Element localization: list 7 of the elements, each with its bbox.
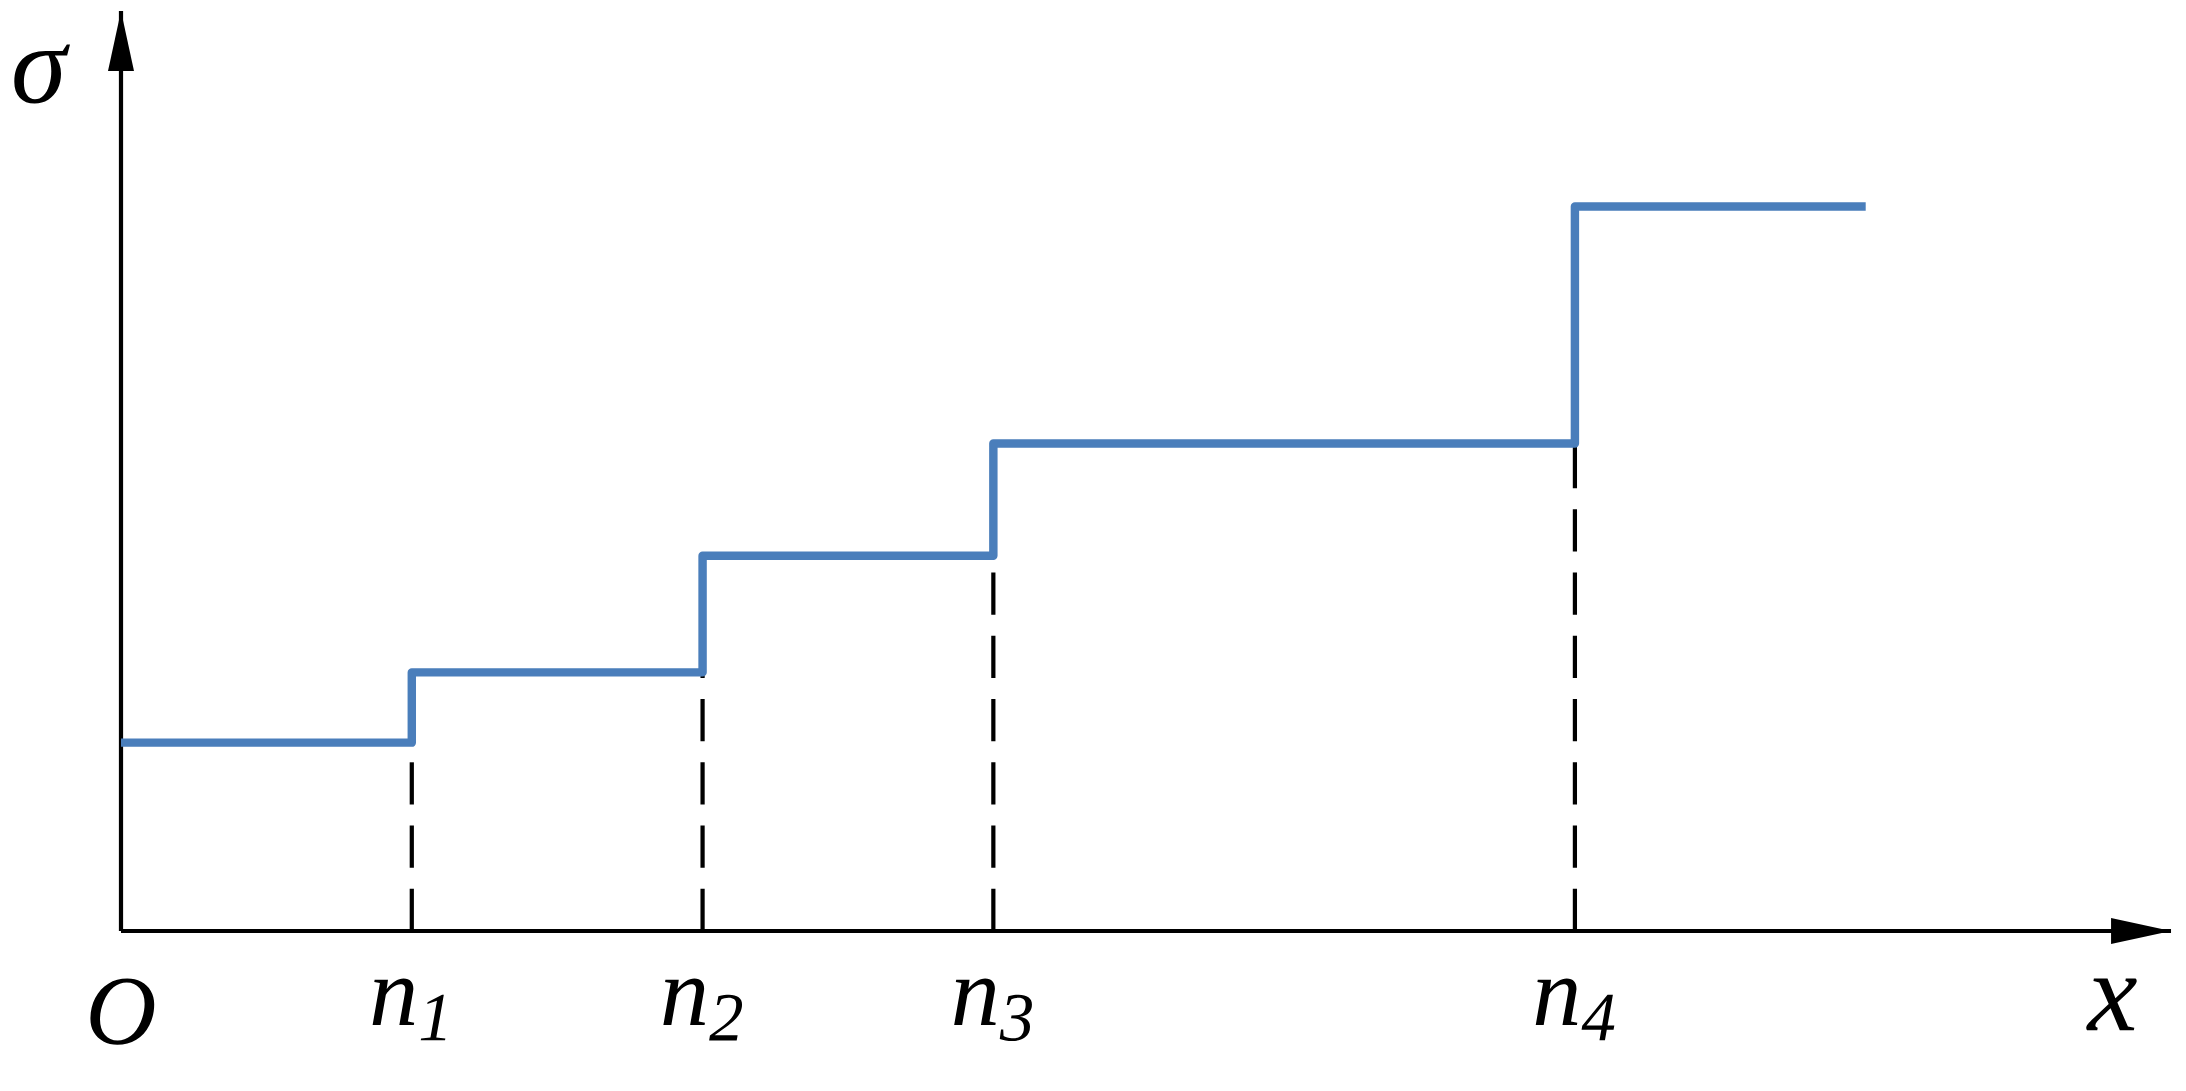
x-tick-label: n$_{4}$ bbox=[1535, 978, 1615, 1041]
y-axis-title: σ bbox=[14, 44, 70, 104]
x-tick-label: n$_{3}$ bbox=[954, 978, 1032, 1042]
x-tick-label: n$_{2}$ bbox=[663, 978, 743, 1041]
x-tick-label: O bbox=[90, 978, 155, 1045]
x-tick-label: n$_{1}$ bbox=[372, 978, 446, 1041]
x-axis-title: x bbox=[2086, 978, 2137, 1031]
